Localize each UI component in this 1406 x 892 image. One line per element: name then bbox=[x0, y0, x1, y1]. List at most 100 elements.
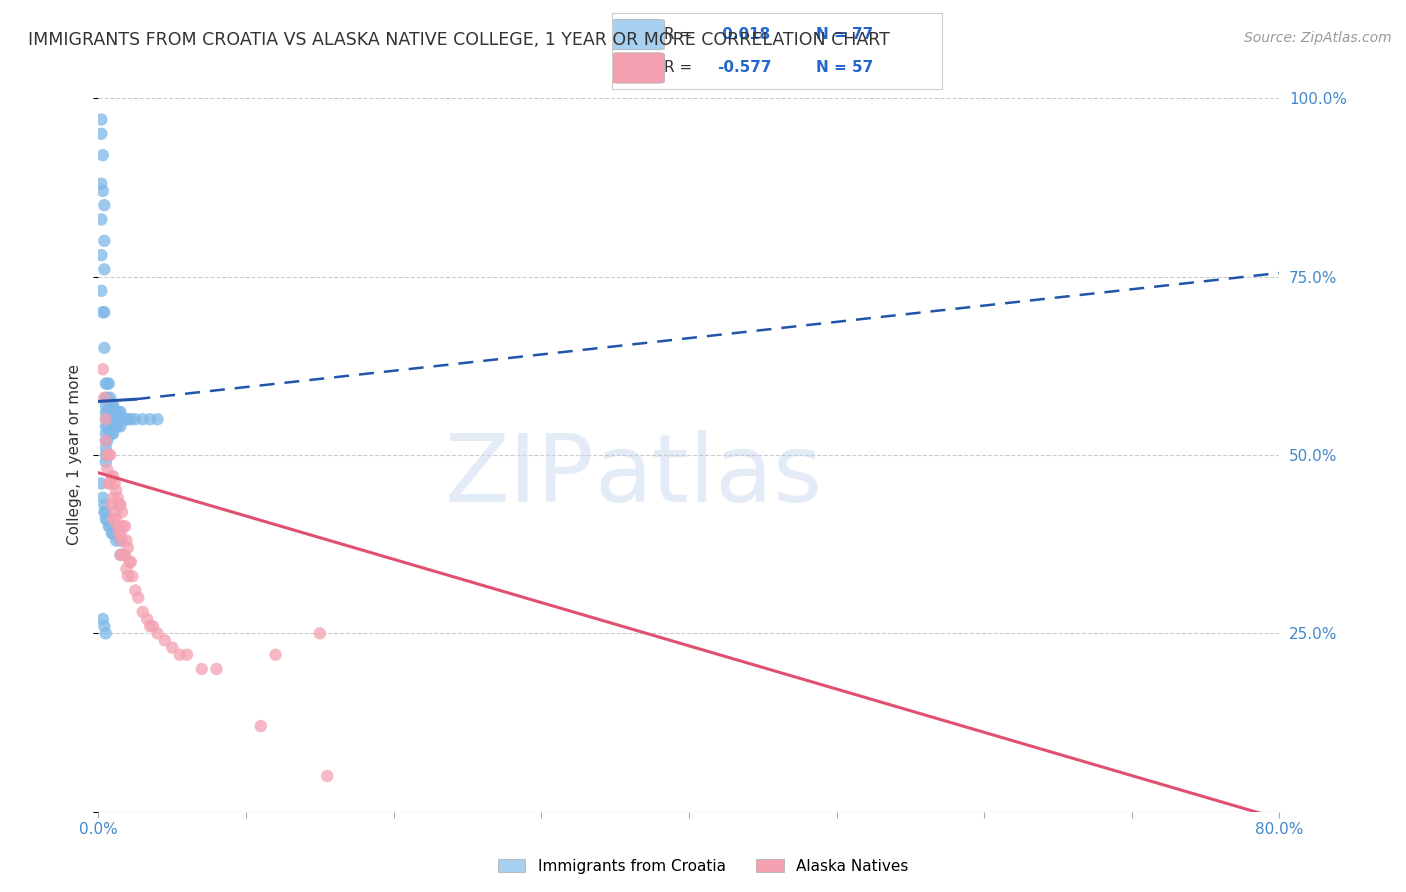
Point bbox=[176, 648, 198, 662]
Point bbox=[90, 177, 112, 191]
Point bbox=[110, 533, 132, 548]
Point bbox=[94, 376, 117, 391]
Point bbox=[96, 462, 118, 476]
Point bbox=[100, 398, 122, 412]
Point bbox=[94, 405, 117, 419]
Point bbox=[105, 419, 128, 434]
Point bbox=[98, 448, 121, 462]
Point bbox=[103, 526, 125, 541]
Point bbox=[115, 562, 138, 576]
Point bbox=[97, 476, 120, 491]
Point bbox=[132, 412, 155, 426]
Point bbox=[139, 619, 162, 633]
Point bbox=[111, 412, 134, 426]
Point bbox=[316, 769, 339, 783]
Point bbox=[94, 434, 117, 448]
Point bbox=[97, 376, 120, 391]
Point bbox=[94, 426, 117, 441]
Point bbox=[107, 491, 129, 505]
Point bbox=[97, 448, 120, 462]
Point bbox=[93, 305, 115, 319]
Point bbox=[90, 248, 112, 262]
Point bbox=[96, 376, 118, 391]
Point bbox=[94, 455, 117, 469]
Text: N = 57: N = 57 bbox=[817, 61, 873, 76]
Point bbox=[153, 633, 176, 648]
Point bbox=[205, 662, 228, 676]
Point bbox=[117, 412, 139, 426]
Point bbox=[91, 148, 114, 162]
Point bbox=[96, 391, 118, 405]
Point bbox=[94, 412, 117, 426]
Text: 0.018: 0.018 bbox=[717, 27, 770, 42]
Point bbox=[103, 426, 125, 441]
Point bbox=[115, 533, 138, 548]
Point bbox=[93, 498, 115, 512]
Point bbox=[93, 619, 115, 633]
Point bbox=[90, 284, 112, 298]
Text: -0.577: -0.577 bbox=[717, 61, 772, 76]
Point bbox=[91, 305, 114, 319]
Point bbox=[107, 405, 129, 419]
Point bbox=[136, 612, 159, 626]
Point bbox=[103, 412, 125, 426]
Point bbox=[104, 419, 127, 434]
Point bbox=[94, 505, 117, 519]
Point bbox=[124, 412, 146, 426]
Point bbox=[250, 719, 273, 733]
Point bbox=[91, 491, 114, 505]
Point bbox=[90, 476, 112, 491]
Point bbox=[110, 548, 132, 562]
Point bbox=[97, 412, 120, 426]
Text: R =: R = bbox=[665, 27, 697, 42]
Point bbox=[91, 184, 114, 198]
Point bbox=[100, 469, 122, 483]
Point bbox=[114, 548, 136, 562]
Point bbox=[110, 548, 132, 562]
Point bbox=[117, 541, 139, 555]
Point bbox=[146, 626, 169, 640]
Point bbox=[94, 626, 117, 640]
Point bbox=[103, 469, 125, 483]
Point bbox=[114, 412, 136, 426]
Point bbox=[105, 405, 128, 419]
Point bbox=[94, 441, 117, 455]
Point bbox=[108, 498, 131, 512]
Point bbox=[111, 505, 134, 519]
Point bbox=[94, 448, 117, 462]
Point bbox=[93, 391, 115, 405]
Point bbox=[112, 519, 135, 533]
Point bbox=[98, 519, 121, 533]
Point bbox=[94, 434, 117, 448]
Point bbox=[105, 512, 128, 526]
Point bbox=[139, 412, 162, 426]
Point bbox=[97, 519, 120, 533]
Point bbox=[127, 591, 149, 605]
Point bbox=[110, 498, 132, 512]
Point bbox=[110, 405, 132, 419]
Y-axis label: College, 1 year or more: College, 1 year or more bbox=[67, 365, 83, 545]
Point bbox=[105, 483, 128, 498]
Point bbox=[96, 419, 118, 434]
Point bbox=[98, 419, 121, 434]
FancyBboxPatch shape bbox=[612, 20, 665, 50]
FancyBboxPatch shape bbox=[612, 53, 665, 83]
Point bbox=[121, 569, 143, 583]
Text: atlas: atlas bbox=[595, 430, 823, 523]
Point bbox=[103, 491, 125, 505]
Text: R =: R = bbox=[665, 61, 697, 76]
Point bbox=[96, 448, 118, 462]
Point bbox=[264, 648, 287, 662]
Point bbox=[111, 533, 134, 548]
Point bbox=[90, 212, 112, 227]
Point bbox=[120, 555, 142, 569]
Point bbox=[103, 512, 125, 526]
Point bbox=[96, 405, 118, 419]
Point bbox=[104, 405, 127, 419]
Point bbox=[94, 512, 117, 526]
Point bbox=[162, 640, 183, 655]
Point bbox=[132, 605, 155, 619]
Point bbox=[100, 426, 122, 441]
Point bbox=[120, 412, 142, 426]
Text: IMMIGRANTS FROM CROATIA VS ALASKA NATIVE COLLEGE, 1 YEAR OR MORE CORRELATION CHA: IMMIGRANTS FROM CROATIA VS ALASKA NATIVE… bbox=[28, 31, 890, 49]
